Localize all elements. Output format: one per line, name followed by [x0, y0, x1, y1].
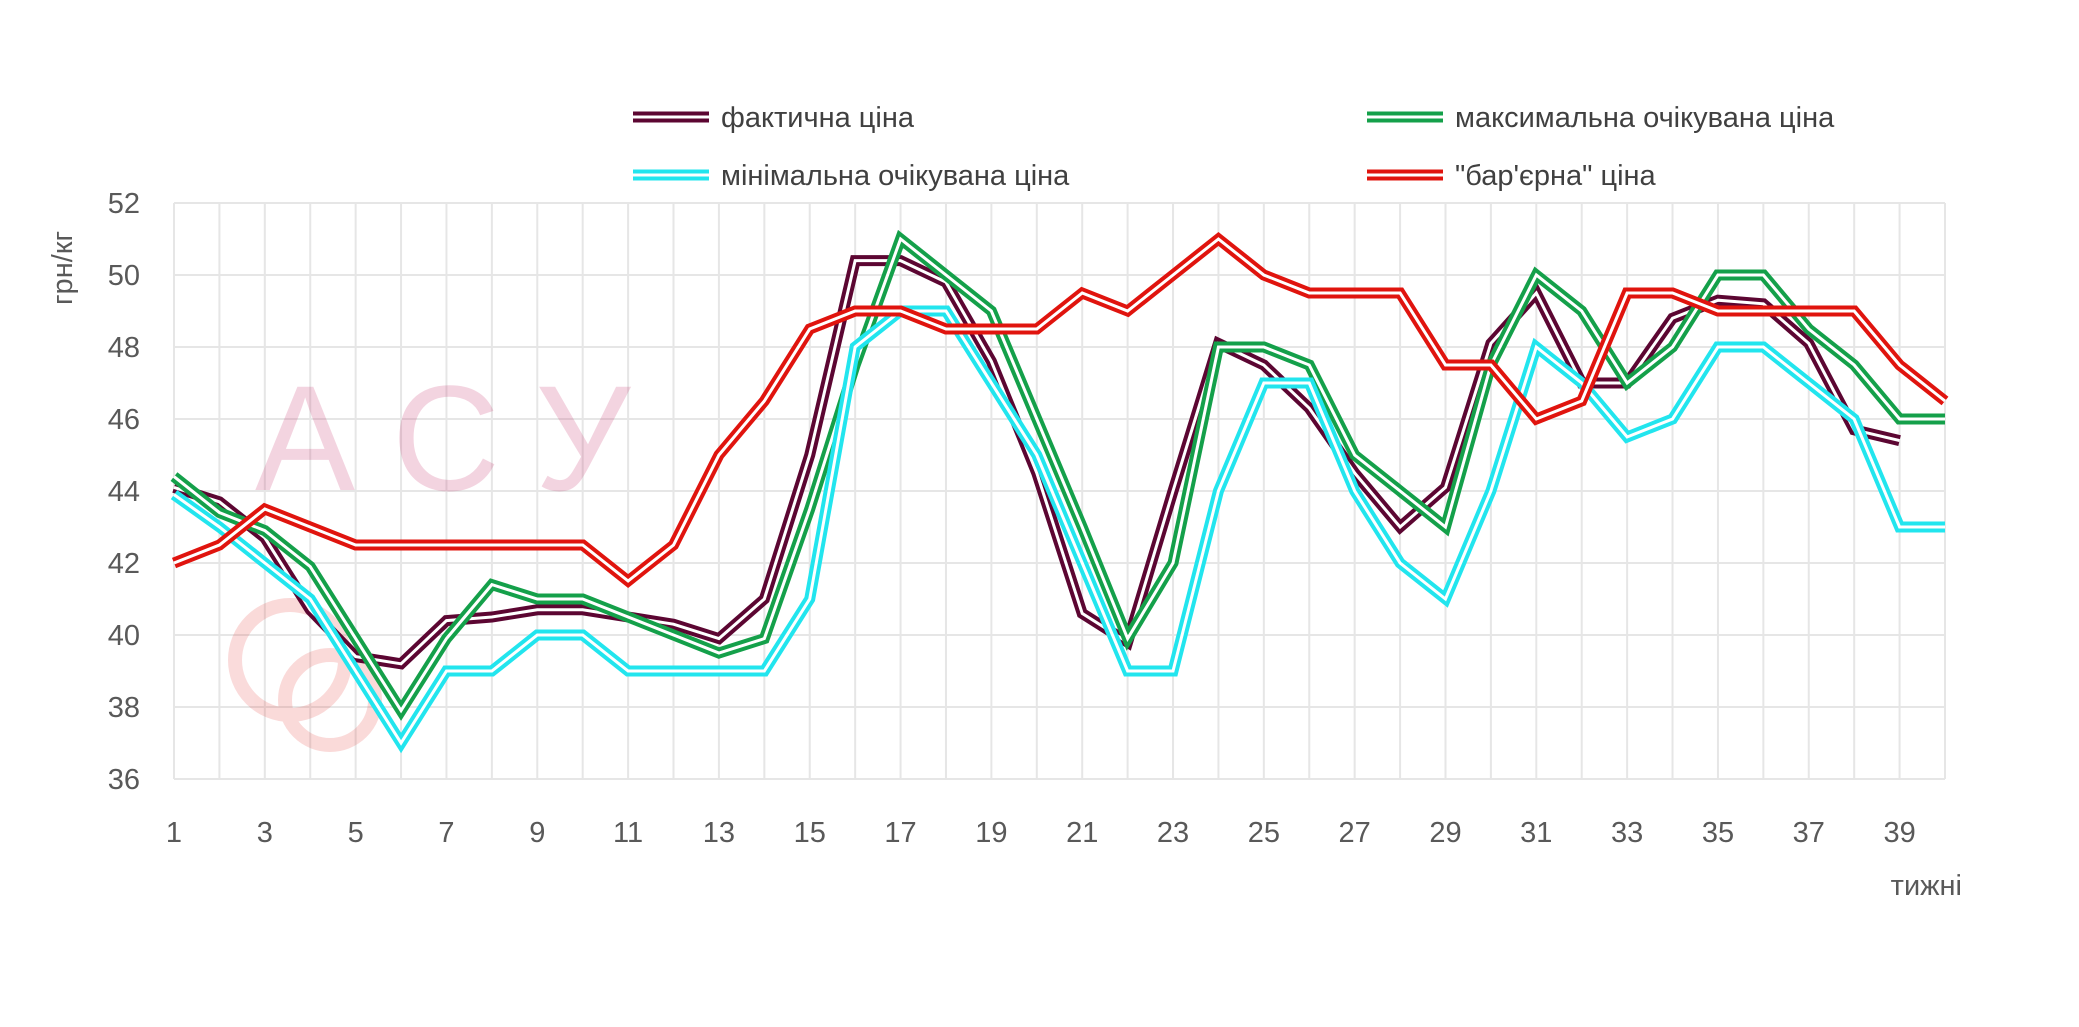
- x-tick-label: 9: [529, 817, 545, 849]
- legend-item: максимальна очікувана ціна: [1367, 102, 1835, 134]
- y-tick-label: 36: [108, 764, 140, 796]
- x-tick-label: 7: [438, 817, 454, 849]
- x-tick-label: 19: [975, 817, 1007, 849]
- x-tick-label: 25: [1248, 817, 1280, 849]
- y-tick-label: 46: [108, 404, 140, 436]
- y-tick-label: 38: [108, 692, 140, 724]
- series-line-inner: [173, 309, 1945, 746]
- x-tick-label: 31: [1520, 817, 1552, 849]
- x-axis-label: тижні: [1891, 870, 1962, 902]
- legend-label: "бар'єрна" ціна: [1455, 160, 1657, 192]
- x-tick-label: 29: [1429, 817, 1461, 849]
- x-tick-label: 35: [1702, 817, 1734, 849]
- legend-item: фактична ціна: [633, 102, 915, 134]
- y-tick-label: 50: [108, 260, 140, 292]
- x-tick-label: 17: [884, 817, 916, 849]
- x-tick-label: 37: [1793, 817, 1825, 849]
- y-axis-label: грн/кг: [47, 231, 79, 305]
- legend-label: фактична ціна: [721, 102, 915, 134]
- grid: [173, 202, 1946, 780]
- x-tick-label: 23: [1157, 817, 1189, 849]
- legend-item: мінімальна очікувана ціна: [633, 160, 1070, 192]
- x-tick-label: 13: [703, 817, 735, 849]
- y-tick-label: 44: [108, 476, 140, 508]
- series-line-inner: [173, 236, 1945, 714]
- watermark-text-asu: АСУ: [255, 354, 670, 522]
- x-tick-label: 33: [1611, 817, 1643, 849]
- legend: фактична ціна максимальна очікувана ціна м…: [633, 102, 1835, 192]
- series-3: [171, 231, 1949, 589]
- series-line-inner: [173, 237, 1946, 583]
- legend-label: максимальна очікувана ціна: [1455, 102, 1835, 134]
- y-tick-label: 52: [108, 188, 140, 220]
- x-tick-label: 11: [613, 817, 643, 849]
- x-tick-label: 39: [1883, 817, 1915, 849]
- x-tick-label: 3: [257, 817, 273, 849]
- x-tick-label: 5: [348, 817, 364, 849]
- y-tick-label: 40: [108, 620, 140, 652]
- watermark-logo: АСУ: [228, 354, 670, 752]
- x-tick-label: 27: [1339, 817, 1371, 849]
- x-tick-label: 1: [166, 817, 182, 849]
- series-1: [170, 229, 1945, 721]
- legend-label: мінімальна очікувана ціна: [721, 160, 1070, 192]
- legend-item: "бар'єрна" ціна: [1367, 160, 1657, 192]
- series-2: [170, 305, 1945, 754]
- y-tick-label: 42: [108, 548, 140, 580]
- x-tick-label: 21: [1066, 817, 1098, 849]
- y-tick-label: 48: [108, 332, 140, 364]
- x-tick-label: 15: [794, 817, 826, 849]
